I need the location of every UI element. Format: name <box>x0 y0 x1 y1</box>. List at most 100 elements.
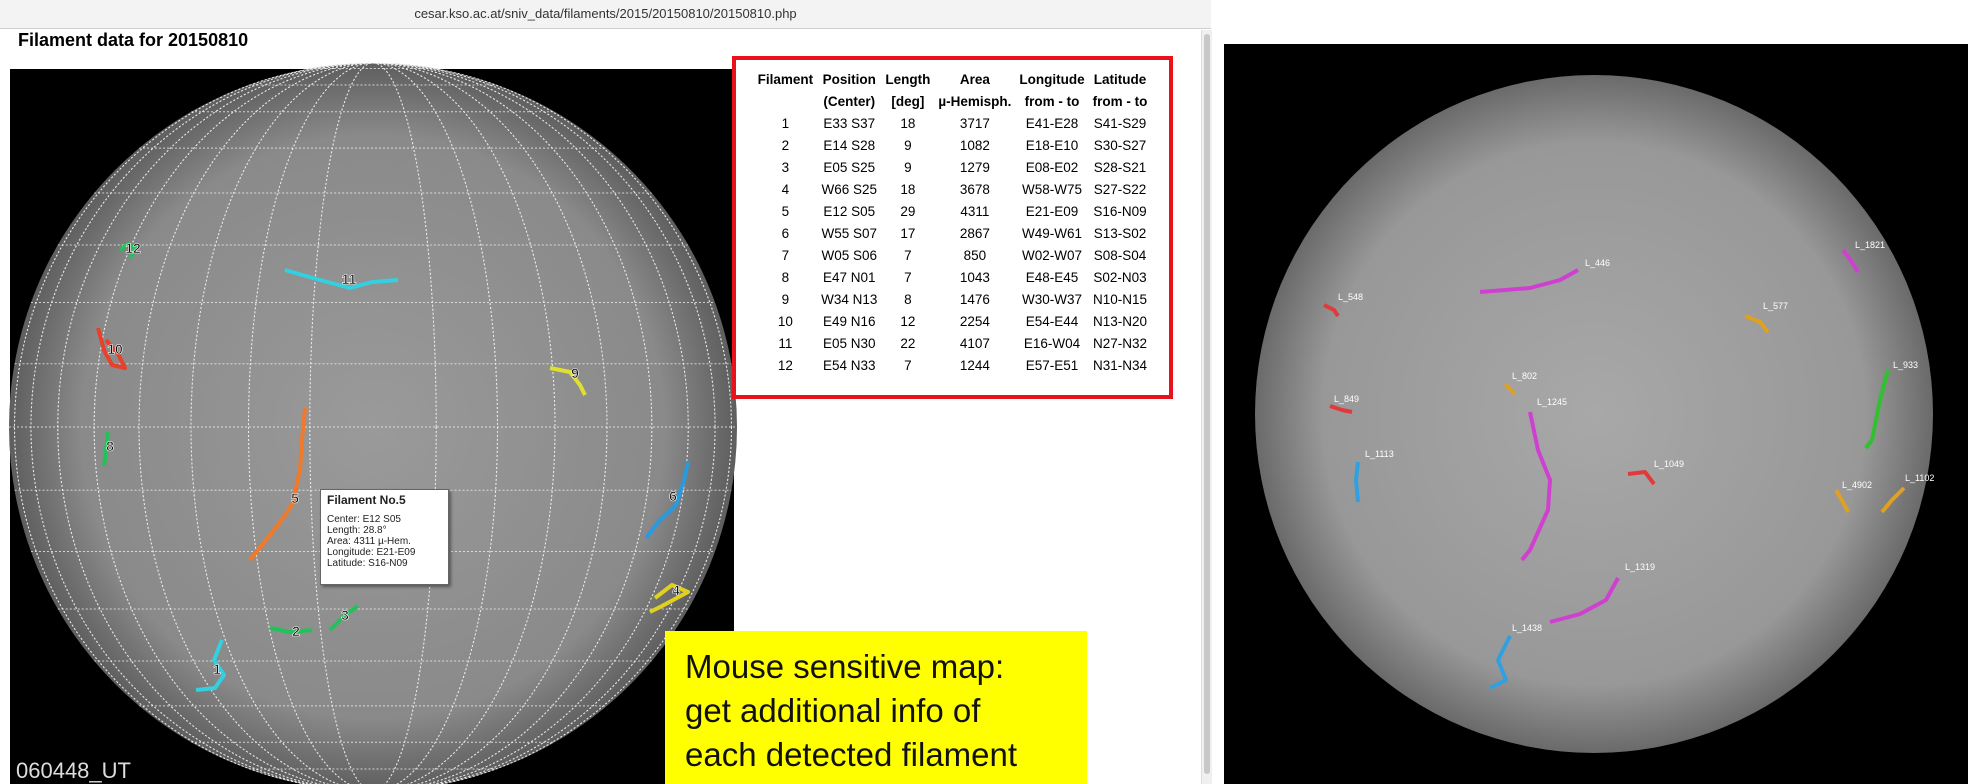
table-cell: W49-W61 <box>1022 225 1083 241</box>
longitude-line <box>248 63 498 784</box>
filament-table-box: Filament Position Length Area Longitude Latit… <box>732 56 1173 399</box>
tooltip: Filament No.5 Center: E12 S05 Length: 28.… <box>320 489 449 585</box>
table-cell: 4 <box>781 181 790 197</box>
table-row: 12 E54 N33 7 1244 E57-E51 N31-N34 <box>754 354 1152 376</box>
right-sun <box>1255 75 1933 753</box>
table-cell: E14 S28 <box>823 137 876 153</box>
detected-filament <box>1354 461 1360 503</box>
filament[interactable] <box>284 268 399 290</box>
table-cell: 18 <box>900 181 916 197</box>
table-cell: 9 <box>904 137 912 153</box>
table-cell: 9 <box>781 291 790 307</box>
table-cell: E05 N30 <box>822 335 876 351</box>
table-cell: 1476 <box>959 291 990 307</box>
longitude-line <box>57 63 689 784</box>
header-cell: from - to <box>1092 93 1148 109</box>
header-cell: [deg] <box>891 93 925 109</box>
filament-label: 6 <box>669 488 677 504</box>
detection-label: L_1113 <box>1365 449 1394 459</box>
table-cell: E18-E10 <box>1025 137 1079 153</box>
table-cell: S13-S02 <box>1093 225 1147 241</box>
table-cell: N27-N32 <box>1093 335 1148 351</box>
table-cell: N13-N20 <box>1093 313 1148 329</box>
header-cell: Longitude <box>1019 71 1085 87</box>
table-row: 10 E49 N16 12 2254 E54-E44 N13-N20 <box>754 310 1152 332</box>
header-cell: Filament <box>757 71 814 87</box>
header-cell: Area <box>959 71 990 87</box>
annotation-line: get additional info of <box>685 692 981 729</box>
header-cell: µ-Hemisph. <box>938 93 1012 109</box>
filament[interactable] <box>328 604 360 632</box>
detected-filament <box>1479 268 1579 294</box>
table-cell: 17 <box>900 225 916 241</box>
filament-label: 11 <box>342 271 357 287</box>
table-cell: 10 <box>777 313 793 329</box>
table-cell: S27-S22 <box>1093 181 1147 197</box>
table-row: 7 W05 S06 7 850 W02-W07 S08-S04 <box>754 244 1152 266</box>
table-cell: 18 <box>900 115 916 131</box>
filament[interactable] <box>118 242 138 260</box>
table-cell: 9 <box>904 159 912 175</box>
detected-filament <box>1834 489 1850 513</box>
tooltip-line: Area: 4311 µ-Hem. <box>327 536 411 547</box>
scrollbar[interactable] <box>1201 30 1212 784</box>
table-cell: E12 S05 <box>823 203 876 219</box>
longitude-line <box>190 63 556 784</box>
detected-filament <box>1520 411 1552 562</box>
header-cell: (Center) <box>823 93 876 109</box>
table-cell: W05 S06 <box>821 247 877 263</box>
filament[interactable] <box>96 327 127 370</box>
table-cell: S30-S27 <box>1093 137 1147 153</box>
detection-label: L_1049 <box>1654 459 1684 469</box>
table-row: 6 W55 S07 17 2867 W49-W61 S13-S02 <box>754 222 1152 244</box>
url-bar[interactable]: cesar.kso.ac.at/sniv_data/filaments/2015… <box>0 0 1211 29</box>
table-cell: S28-S21 <box>1093 159 1147 175</box>
filaments-left: 12 11 10 9 8 5 6 4 3 2 1 <box>96 240 690 692</box>
table-cell: N31-N34 <box>1093 357 1148 373</box>
tooltip-line: Longitude: E21-E09 <box>327 547 416 558</box>
table-cell: 3 <box>781 159 790 175</box>
table-cell: 8 <box>781 269 790 285</box>
header-cell: Latitude <box>1093 71 1147 87</box>
table-cell: E57-E51 <box>1025 357 1079 373</box>
table-cell: E47 N01 <box>822 269 876 285</box>
longitude-line <box>93 63 653 784</box>
filament[interactable] <box>644 461 690 540</box>
filament-label: 4 <box>672 582 680 598</box>
table-cell: 2254 <box>959 313 990 329</box>
filament[interactable] <box>549 366 587 396</box>
detection-label: L_548 <box>1338 292 1363 302</box>
detection-label: L_4902 <box>1842 480 1872 490</box>
scroll-thumb[interactable] <box>1204 34 1210 774</box>
table-cell: E41-E28 <box>1025 115 1079 131</box>
table-cell: 7 <box>904 247 912 263</box>
table-row: 9 W34 N13 8 1476 W30-W37 N10-N15 <box>754 288 1152 310</box>
table-cell: 12 <box>777 357 793 373</box>
detection-label: L_1319 <box>1625 562 1655 572</box>
filament[interactable] <box>649 583 690 614</box>
timestamp: 060448_UT <box>16 758 131 783</box>
table-cell: 6 <box>781 225 790 241</box>
table-cell: 7 <box>904 269 912 285</box>
table-cell: 29 <box>900 203 916 219</box>
detection-label: L_1438 <box>1512 623 1542 633</box>
table-cell: 1082 <box>959 137 990 153</box>
filament[interactable] <box>248 407 307 562</box>
detection-label: L_1821 <box>1855 240 1885 250</box>
filament[interactable] <box>102 431 110 467</box>
table-cell: E33 S37 <box>823 115 876 131</box>
header-row: Filament Position Length Area Longitude Latit… <box>754 68 1152 90</box>
table-cell: W58-W75 <box>1022 181 1083 197</box>
filament-label: 3 <box>341 607 349 623</box>
table-cell: E05 S25 <box>823 159 876 175</box>
detection-label: L_802 <box>1512 371 1537 381</box>
filament[interactable] <box>269 626 313 634</box>
filaments-right: L_1821 L_446 L_548 L_577 L_933 L_802 L_849 L_12… <box>1323 240 1934 690</box>
left-sun[interactable] <box>9 63 737 784</box>
detected-filament <box>1549 577 1620 624</box>
filament[interactable] <box>195 639 226 692</box>
page-title: Filament data for 20150810 <box>18 30 249 50</box>
table-cell: 7 <box>904 357 912 373</box>
table-cell: 850 <box>963 247 987 263</box>
